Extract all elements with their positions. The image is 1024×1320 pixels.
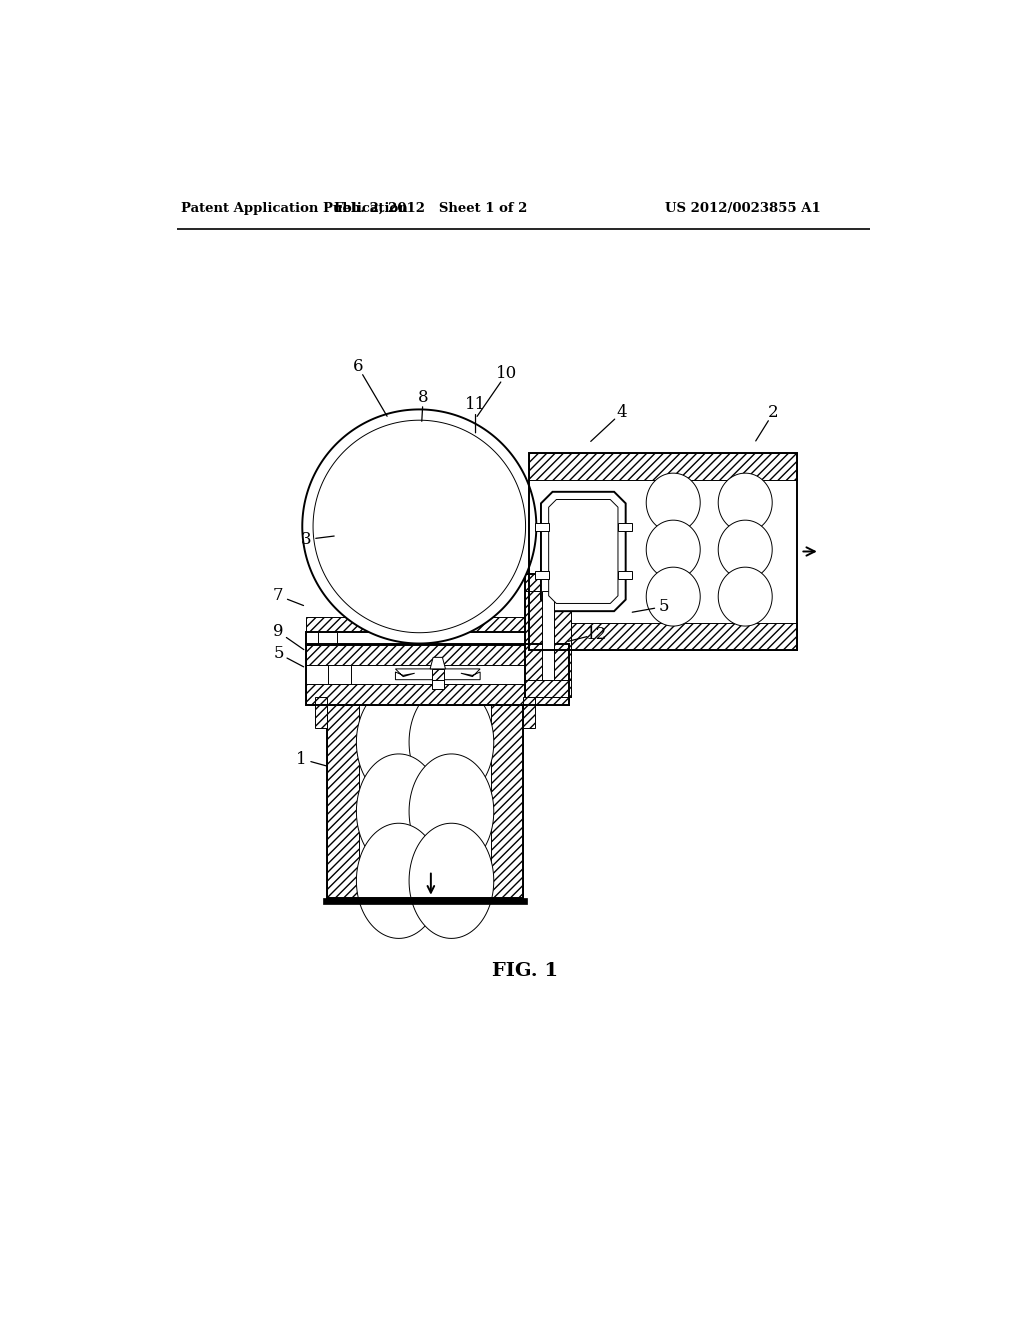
- Bar: [539, 632, 558, 645]
- Bar: [306, 644, 569, 665]
- Bar: [306, 644, 569, 705]
- Text: 12: 12: [586, 626, 607, 643]
- Polygon shape: [313, 420, 525, 632]
- Bar: [524, 681, 571, 697]
- Bar: [323, 898, 527, 904]
- Bar: [535, 572, 549, 579]
- Polygon shape: [409, 824, 494, 939]
- Text: 7: 7: [273, 587, 284, 605]
- Polygon shape: [356, 685, 441, 800]
- Bar: [524, 574, 571, 697]
- Text: 3: 3: [301, 531, 311, 548]
- Polygon shape: [409, 754, 494, 869]
- Polygon shape: [718, 473, 772, 532]
- Text: 5: 5: [273, 645, 284, 663]
- Bar: [315, 697, 327, 729]
- Text: FIG. 1: FIG. 1: [492, 962, 558, 979]
- Polygon shape: [395, 669, 480, 680]
- Bar: [524, 665, 548, 684]
- Text: 11: 11: [465, 396, 486, 413]
- Text: Feb. 2, 2012   Sheet 1 of 2: Feb. 2, 2012 Sheet 1 of 2: [334, 202, 527, 215]
- Text: 9: 9: [273, 623, 284, 640]
- Text: 8: 8: [418, 388, 428, 405]
- Bar: [490, 697, 523, 898]
- Bar: [523, 697, 535, 729]
- Text: Patent Application Publication: Patent Application Publication: [180, 202, 408, 215]
- Text: 10: 10: [496, 366, 517, 383]
- Bar: [327, 697, 523, 898]
- Bar: [554, 591, 571, 681]
- Bar: [432, 680, 444, 689]
- Bar: [542, 591, 554, 681]
- Polygon shape: [718, 568, 772, 626]
- Bar: [306, 616, 569, 632]
- Polygon shape: [356, 754, 441, 869]
- Bar: [359, 697, 490, 898]
- Bar: [306, 684, 569, 705]
- Text: 1: 1: [296, 751, 307, 767]
- Bar: [524, 591, 542, 681]
- Polygon shape: [718, 520, 772, 579]
- Bar: [617, 572, 632, 579]
- Polygon shape: [646, 568, 700, 626]
- Polygon shape: [549, 499, 617, 603]
- Polygon shape: [646, 473, 700, 532]
- Polygon shape: [430, 657, 445, 669]
- Polygon shape: [409, 685, 494, 800]
- Bar: [306, 665, 569, 684]
- Bar: [524, 574, 571, 591]
- Bar: [535, 524, 549, 531]
- Bar: [529, 480, 797, 623]
- Polygon shape: [356, 824, 441, 939]
- Bar: [317, 632, 337, 645]
- Text: 6: 6: [352, 358, 362, 375]
- Text: 2: 2: [768, 404, 779, 421]
- Polygon shape: [541, 492, 626, 611]
- Bar: [617, 524, 632, 531]
- Bar: [327, 697, 359, 898]
- Bar: [529, 453, 797, 649]
- Bar: [529, 623, 797, 649]
- Text: 5: 5: [658, 598, 670, 615]
- Polygon shape: [646, 520, 700, 579]
- Bar: [529, 453, 797, 480]
- Text: 4: 4: [616, 404, 627, 421]
- Bar: [306, 632, 569, 645]
- Bar: [328, 665, 351, 684]
- Text: US 2012/0023855 A1: US 2012/0023855 A1: [665, 202, 820, 215]
- Bar: [432, 669, 444, 680]
- Polygon shape: [302, 409, 537, 643]
